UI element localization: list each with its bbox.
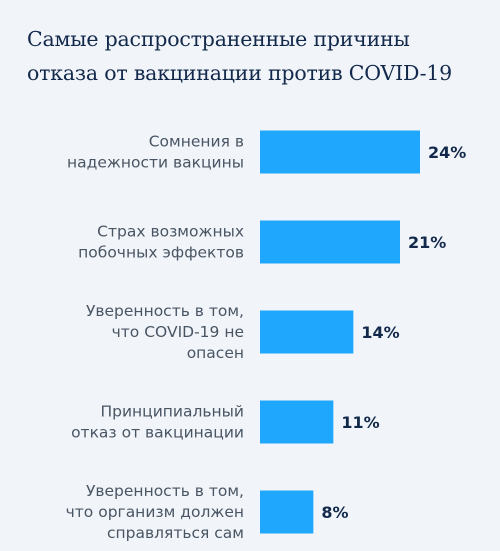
chart-title-line-2: отказа от вакцинации против COVID-19 <box>27 61 453 85</box>
category-label-4-line-1: Принципиальный <box>100 403 244 421</box>
value-label-4: 11% <box>341 413 379 432</box>
bar-3 <box>260 310 354 354</box>
category-label-4: Принципиальный отказ от вакцинации <box>71 403 244 442</box>
bar-2 <box>260 220 401 264</box>
category-label-5-line-3: справляться сам <box>107 524 244 542</box>
category-label-4-line-2: отказ от вакцинации <box>71 424 244 442</box>
category-label-2-line-1: Страх возможных <box>97 223 244 241</box>
value-label-2: 21% <box>408 233 446 252</box>
value-label-1: 24% <box>428 143 466 162</box>
category-label-2-line-2: побочных эффектов <box>78 244 244 262</box>
category-label-3: Уверенность в том, что COVID-19 не опасен <box>86 302 244 362</box>
category-label-5-line-1: Уверенность в том, <box>86 482 244 500</box>
category-label-5: Уверенность в том, что организм должен спр… <box>66 482 244 542</box>
bar-1 <box>260 130 421 174</box>
category-label-2: Страх возможных побочных эффектов <box>78 223 244 262</box>
category-label-1-line-2: надежности вакцины <box>67 154 244 172</box>
bar-4 <box>260 400 334 444</box>
category-label-1: Сомнения в надежности вакцины <box>67 133 244 172</box>
category-label-5-line-2: что организм должен <box>66 503 244 521</box>
value-label-3: 14% <box>361 323 399 342</box>
chart-title: Самые распространенные причины отказа от… <box>27 22 497 90</box>
category-label-3-line-2: что COVID-19 не <box>112 323 244 341</box>
bar-5 <box>260 490 314 534</box>
category-label-3-line-1: Уверенность в том, <box>86 302 244 320</box>
chart-title-line-1: Самые распространенные причины <box>27 27 410 51</box>
category-label-3-line-3: опасен <box>187 344 244 362</box>
value-label-5: 8% <box>321 503 348 522</box>
category-label-1-line-1: Сомнения в <box>149 133 244 151</box>
